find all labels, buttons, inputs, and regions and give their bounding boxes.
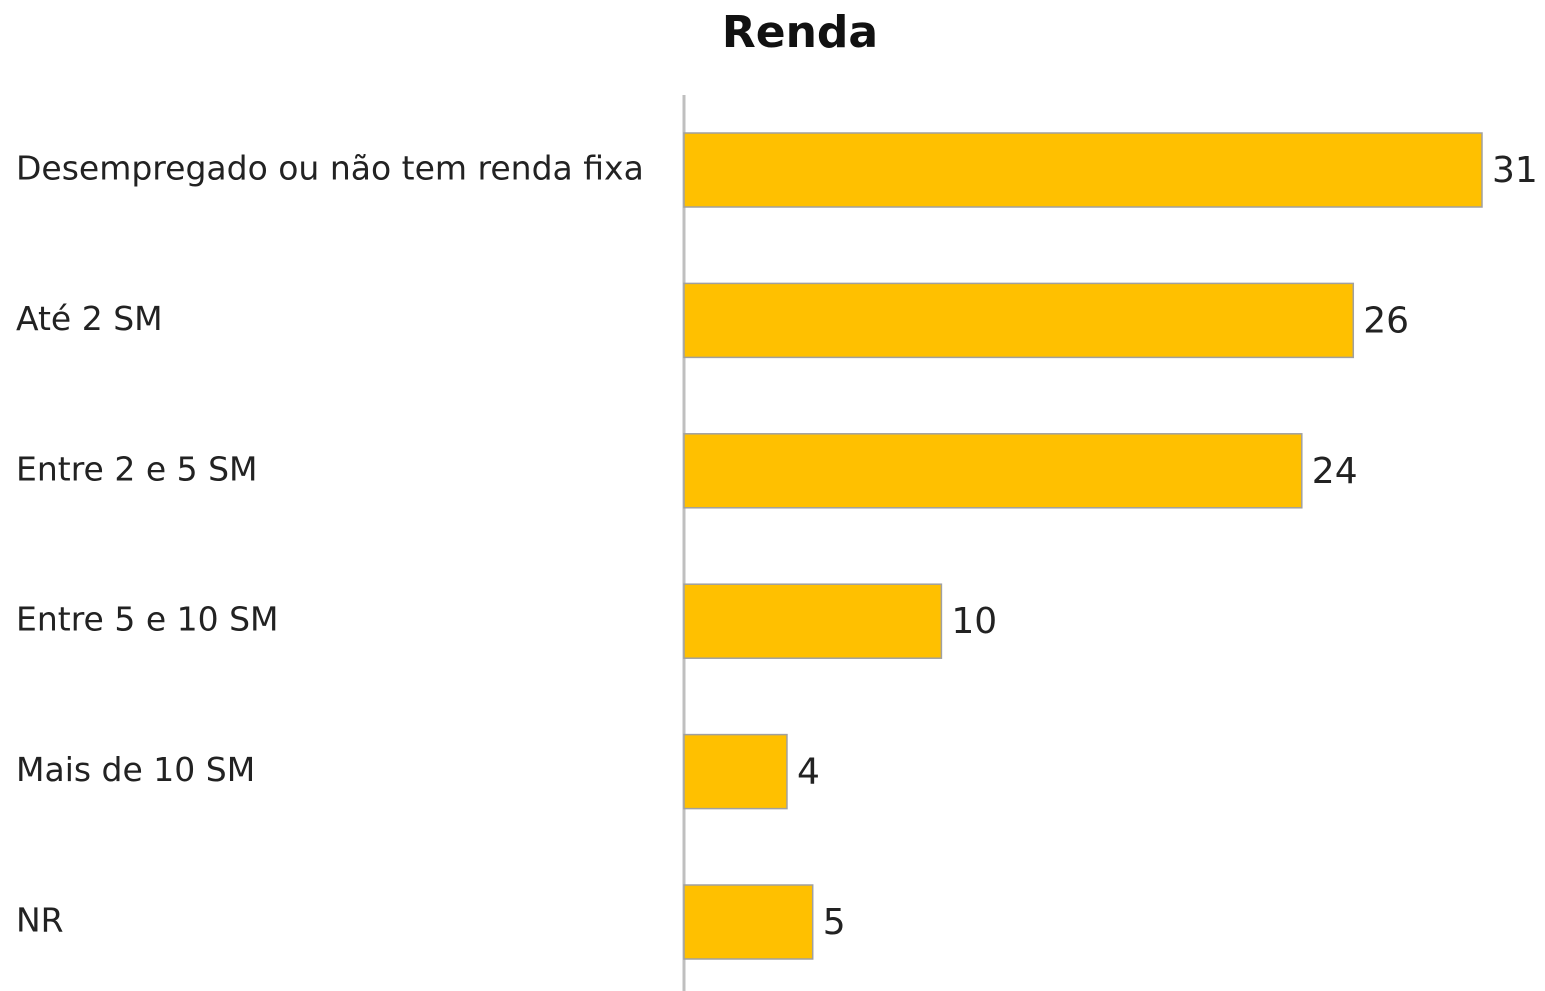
y-tick-label: Entre 5 e 10 SM: [16, 600, 279, 639]
y-tick-label: Até 2 SM: [16, 299, 163, 338]
y-tick-label: Entre 2 e 5 SM: [16, 449, 258, 488]
bar: [683, 132, 1483, 208]
value-label: 10: [951, 601, 997, 642]
value-label: 4: [797, 752, 820, 793]
bar: [683, 733, 788, 810]
bar: [683, 884, 814, 960]
bar: [683, 433, 1303, 509]
value-label: 31: [1492, 150, 1538, 191]
bar: [683, 583, 943, 659]
value-label: 26: [1363, 300, 1409, 341]
value-label: 5: [823, 902, 846, 943]
y-tick-label: Mais de 10 SM: [16, 750, 255, 789]
y-tick-label: Desempregado ou não tem renda fixa: [16, 149, 644, 188]
bar: [683, 282, 1355, 359]
value-label: 24: [1312, 451, 1358, 492]
y-tick-label: NR: [16, 901, 64, 940]
chart-title: Renda: [722, 7, 878, 58]
